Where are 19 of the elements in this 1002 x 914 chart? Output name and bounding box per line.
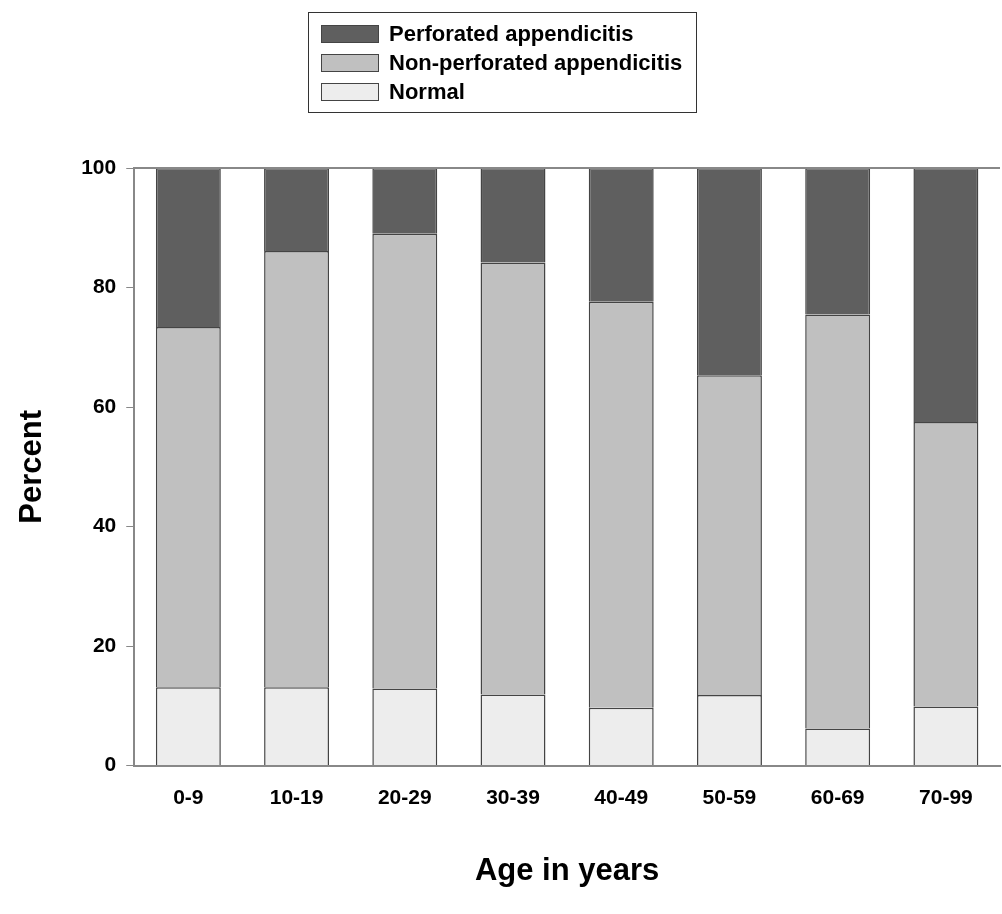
y-tick-label: 0 [104,752,117,776]
x-tick-label: 70-99 [919,785,973,808]
y-tick-label: 100 [81,154,117,178]
x-tick-label: 10-19 [269,785,324,808]
legend-label: Non-perforated appendicitis [389,49,683,77]
y-tick-label: 60 [92,393,117,417]
legend-label: Normal [389,78,465,106]
x-tick-label: 40-49 [594,785,649,808]
x-axis-title: Age in years [474,851,660,887]
y-tick-label: 20 [92,632,117,656]
legend-label: Perforated appendicitis [389,20,634,48]
x-tick-label: 30-39 [486,785,540,808]
x-tick-label: 0-9 [173,785,204,808]
y-axis-title: Percent [13,409,49,524]
y-tick-label: 40 [92,513,117,537]
x-tick-label: 20-29 [377,785,432,808]
x-tick-label: 50-59 [702,785,757,808]
y-tick-label: 80 [92,274,117,298]
x-tick-label: 60-69 [810,785,865,808]
